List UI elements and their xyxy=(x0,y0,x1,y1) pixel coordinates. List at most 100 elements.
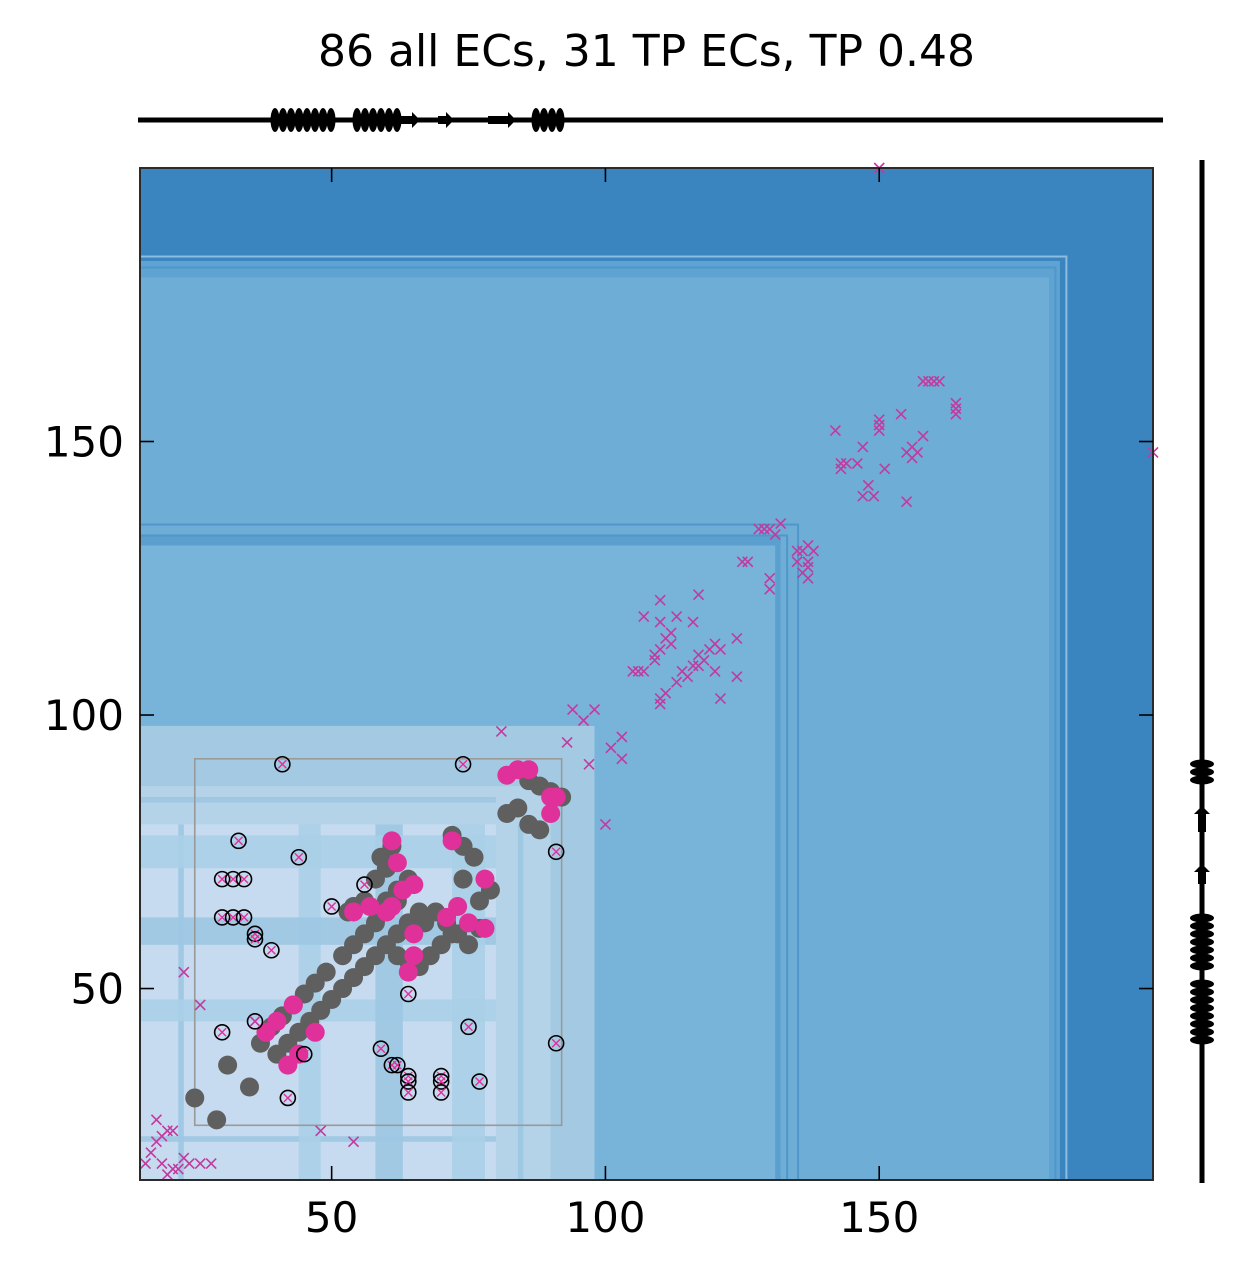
points-layer xyxy=(139,162,1159,1181)
open-contact-point xyxy=(383,1056,401,1074)
open-contact-cross xyxy=(294,852,304,862)
helix-segment xyxy=(547,108,557,132)
prediction-point xyxy=(495,725,507,738)
open-contact-point xyxy=(323,898,340,915)
prediction-point xyxy=(167,1163,179,1175)
prediction-point xyxy=(665,627,677,639)
prediction-point xyxy=(928,375,940,387)
true-contact-point xyxy=(218,1055,238,1075)
prediction-point xyxy=(627,665,639,677)
helix-segment xyxy=(1190,995,1214,1005)
prediction-point xyxy=(807,545,820,557)
prediction-point xyxy=(802,556,814,568)
background-block xyxy=(517,824,524,1180)
plot-frame xyxy=(139,167,1154,1181)
open-contact-point xyxy=(454,755,472,773)
prediction-point xyxy=(933,375,946,387)
strand-segment xyxy=(1198,872,1206,884)
prediction-point xyxy=(731,632,743,645)
helix-segment xyxy=(294,108,304,132)
axis-ticks: 50 100 150 50 100 150 xyxy=(44,168,1153,1242)
open-contact-cross xyxy=(403,1087,413,1097)
prediction-point xyxy=(862,479,874,491)
open-contact-cross xyxy=(327,901,337,911)
prediction-point xyxy=(868,490,880,502)
prediction-point xyxy=(742,556,754,568)
background-line xyxy=(797,523,800,1180)
helix-segment xyxy=(1190,767,1214,777)
true-positive-point xyxy=(448,896,468,916)
prediction-point xyxy=(714,643,726,655)
helix-segment xyxy=(1190,1035,1214,1045)
prediction-point xyxy=(873,425,885,437)
true-positive-point xyxy=(382,831,402,851)
helix-segment xyxy=(278,108,288,132)
open-contact-point xyxy=(274,755,291,773)
prediction-point xyxy=(605,742,617,754)
prediction-point xyxy=(764,572,776,584)
helix-segment xyxy=(368,108,378,132)
prediction-point xyxy=(194,999,206,1011)
helix-segment xyxy=(1190,759,1214,769)
open-contact-point xyxy=(400,1073,417,1090)
prediction-point xyxy=(315,1125,327,1137)
helix-segment xyxy=(1190,929,1214,939)
prediction-point xyxy=(758,523,770,535)
true-positive-point xyxy=(442,831,462,851)
strand-arrow xyxy=(446,112,454,128)
x-tick-label: 150 xyxy=(839,1193,919,1242)
open-contact-point xyxy=(400,985,417,1003)
prediction-point xyxy=(950,408,962,420)
open-contact-point xyxy=(279,1089,297,1107)
open-contact-cross xyxy=(436,1077,446,1087)
prediction-point xyxy=(654,594,666,606)
prediction-point xyxy=(660,687,672,699)
strand-arrow xyxy=(1194,806,1210,814)
true-positive-point xyxy=(404,946,424,966)
helix-segment xyxy=(555,108,565,132)
prediction-point xyxy=(161,1125,173,1137)
helix-segment xyxy=(384,108,394,132)
open-contact-cross xyxy=(217,1027,227,1037)
open-contact-point xyxy=(389,1056,406,1074)
prediction-point xyxy=(692,589,705,601)
strand-segment xyxy=(438,116,446,124)
strand-segment xyxy=(398,116,412,124)
helix-segment xyxy=(1190,937,1214,947)
open-contact-cross xyxy=(551,1038,561,1048)
true-positive-point xyxy=(382,896,402,916)
true-contact-point xyxy=(442,924,462,944)
true-contact-point xyxy=(207,1110,227,1130)
background-line xyxy=(786,534,789,1180)
prediction-point xyxy=(671,610,683,623)
prediction-point xyxy=(638,665,650,677)
prediction-point xyxy=(649,654,661,666)
prediction-point xyxy=(802,572,814,584)
true-positive-point xyxy=(519,760,539,780)
helix-segment xyxy=(318,108,328,132)
open-contact-point xyxy=(400,1084,417,1101)
true-contact-point xyxy=(316,962,336,982)
prediction-point xyxy=(829,425,841,437)
open-contact-point xyxy=(547,843,565,861)
prediction-point xyxy=(791,545,803,557)
open-contact-point xyxy=(460,1018,477,1036)
strand-segment xyxy=(1198,814,1206,832)
prediction-point xyxy=(857,441,869,453)
open-contact-point xyxy=(224,870,242,888)
prediction-point xyxy=(671,676,683,688)
prediction-point xyxy=(583,758,595,770)
open-contact-cross xyxy=(239,912,249,922)
open-contact-cross xyxy=(234,836,244,846)
prediction-point xyxy=(654,698,666,710)
open-contact-point xyxy=(213,909,231,926)
open-contact-point xyxy=(290,848,308,866)
prediction-point xyxy=(249,1015,261,1027)
true-positive-point xyxy=(541,787,561,807)
helix-segment xyxy=(1190,979,1214,989)
helix-segment xyxy=(392,108,402,132)
helix-segment xyxy=(1190,1027,1214,1037)
open-contact-cross xyxy=(228,912,238,922)
true-positive-point xyxy=(387,853,407,873)
prediction-point xyxy=(851,457,863,469)
